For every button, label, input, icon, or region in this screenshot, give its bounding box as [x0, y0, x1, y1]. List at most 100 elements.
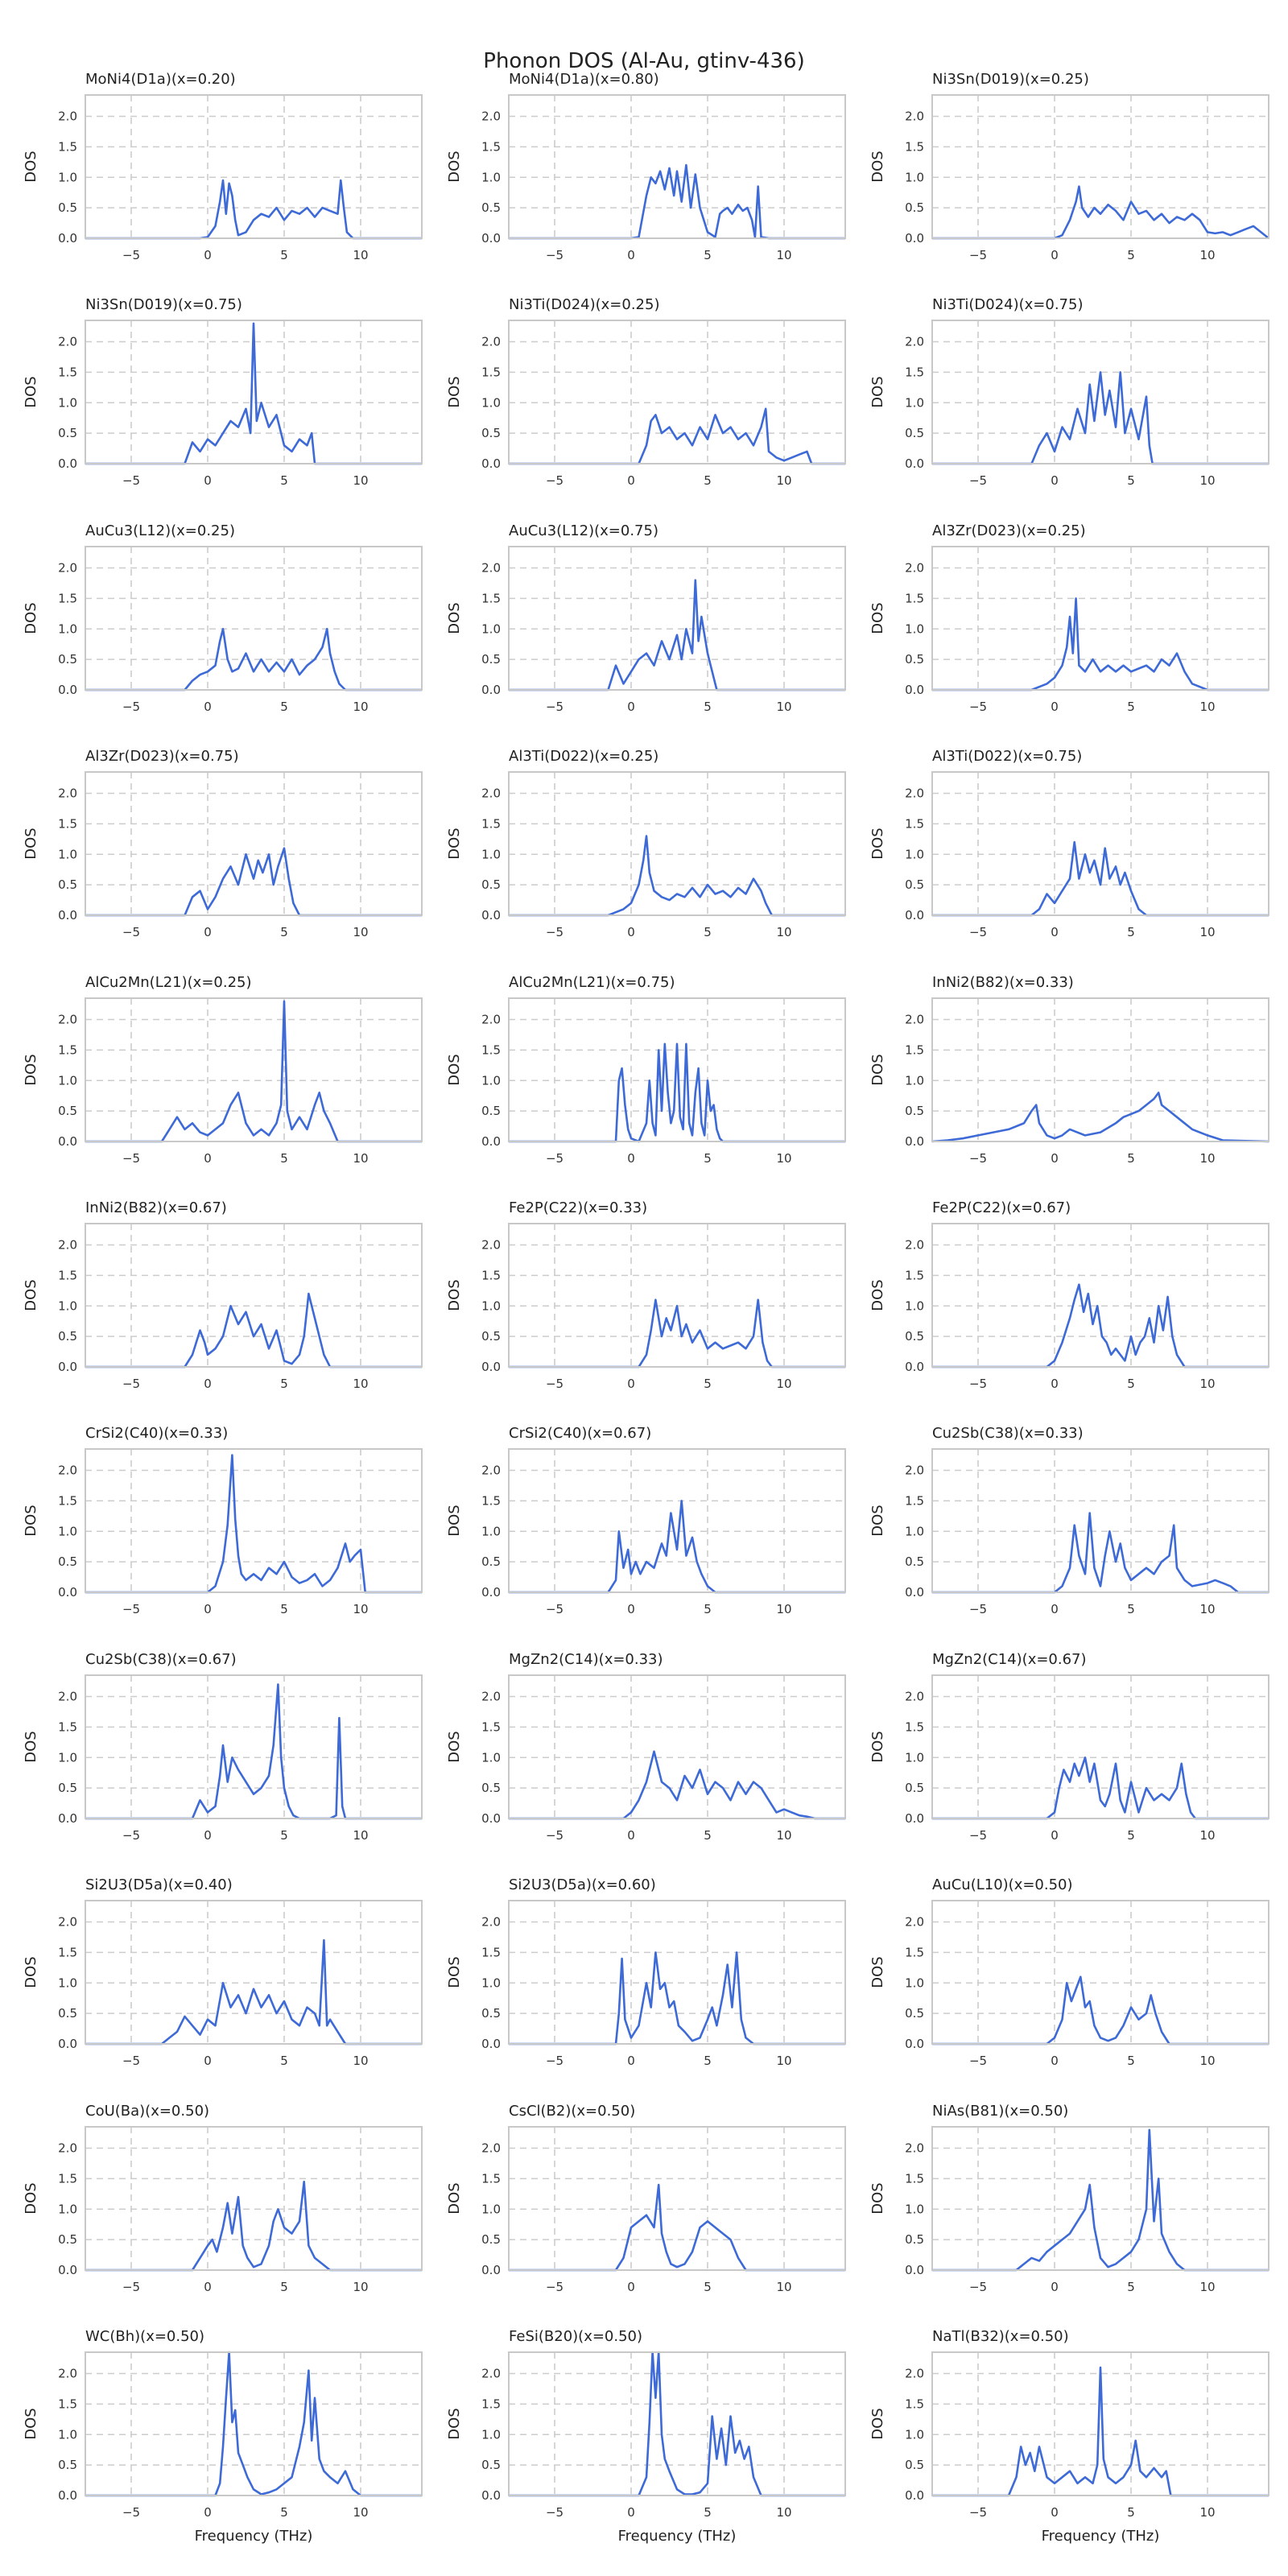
panel-title: CrSi2(C40)(x=0.33): [85, 1425, 228, 1442]
dos-line: [932, 371, 1269, 465]
y-tick-label: 1.5: [481, 139, 501, 154]
y-tick-label: 2.0: [905, 2141, 924, 2156]
y-tick-label: 0.0: [481, 1134, 501, 1149]
plot-frame: [85, 2351, 423, 2496]
dos-line: [85, 627, 422, 691]
y-tick-label: 1.0: [481, 2427, 501, 2442]
panel-title: AlCu2Mn(L21)(x=0.25): [85, 974, 252, 991]
x-tick-label: 5: [280, 1828, 288, 1843]
y-tick-label: 1.0: [58, 1750, 77, 1765]
panel-title: Si2U3(D5a)(x=0.40): [85, 1876, 233, 1893]
x-tick-label: 0: [204, 1602, 212, 1616]
y-tick-label: 1.5: [481, 816, 501, 831]
dos-line: [509, 2351, 845, 2497]
dos-line: [509, 1500, 845, 1594]
x-tick-label: 5: [1127, 1377, 1135, 1391]
x-axis-label: Frequency (THz): [618, 2528, 737, 2545]
y-tick-label: 0.0: [481, 2488, 501, 2503]
plot-frame: [85, 1448, 423, 1593]
dos-line: [85, 2180, 422, 2272]
y-tick-label: 1.0: [58, 621, 77, 636]
plot-frame: [85, 1900, 423, 2045]
x-tick-label: 5: [1127, 2280, 1135, 2294]
x-tick-label: 0: [627, 1151, 635, 1166]
dos-line: [509, 407, 845, 465]
y-tick-label: 2.0: [481, 1013, 501, 1027]
panel-title: CoU(Ba)(x=0.50): [85, 2103, 209, 2120]
plot-frame: [508, 1223, 846, 1368]
plot-frame: [508, 1674, 846, 1819]
y-tick-label: 0.5: [481, 1554, 501, 1569]
y-tick-label: 1.5: [58, 365, 77, 379]
dos-line: [509, 579, 845, 691]
y-tick-label: 0.0: [58, 456, 77, 471]
dos-panel: Al3Ti(D022)(x=0.75) 0.0 0.5 1.0 1.5 2.0 −5 0 5 10…: [869, 748, 1269, 939]
y-tick-label: 1.0: [481, 1750, 501, 1765]
y-tick-label: 1.0: [905, 2427, 924, 2442]
y-tick-label: 0.5: [58, 652, 77, 667]
y-tick-label: 0.5: [905, 1554, 924, 1569]
y-tick-label: 0.5: [481, 1104, 501, 1118]
y-tick-label: 0.5: [905, 1104, 924, 1118]
dos-line: [932, 1283, 1269, 1368]
y-tick-label: 0.5: [481, 2232, 501, 2247]
dos-panel: Cu2Sb(C38)(x=0.67) 0.0 0.5 1.0 1.5 2.0 −5 0 5 10 D…: [23, 1651, 423, 1843]
x-tick-label: 10: [353, 1151, 368, 1166]
plot-frame: [508, 546, 846, 691]
y-tick-label: 0.5: [905, 426, 924, 440]
x-tick-label: 10: [1199, 1151, 1215, 1166]
x-tick-label: −5: [122, 1377, 140, 1391]
x-tick-label: 10: [776, 1151, 791, 1166]
x-tick-label: 10: [353, 473, 368, 488]
x-tick-label: 5: [704, 473, 712, 488]
y-tick-label: 2.0: [481, 335, 501, 349]
x-tick-label: 10: [1199, 473, 1215, 488]
y-tick-label: 0.5: [58, 2458, 77, 2472]
y-tick-label: 1.0: [58, 1975, 77, 1990]
y-tick-label: 1.5: [58, 591, 77, 605]
x-tick-label: −5: [969, 248, 987, 262]
dos-line: [509, 835, 845, 917]
dos-panel: Ni3Ti(D024)(x=0.25) 0.0 0.5 1.0 1.5 2.0 −5 0 5 10…: [446, 296, 846, 488]
y-tick-label: 1.5: [905, 139, 924, 154]
x-tick-label: 0: [1051, 925, 1059, 939]
dos-line: [932, 185, 1269, 240]
y-axis-label: DOS: [869, 1956, 886, 1988]
dos-line: [509, 163, 845, 240]
dos-line: [509, 1042, 845, 1143]
x-tick-label: 0: [1051, 1377, 1059, 1391]
y-tick-label: 0.5: [905, 652, 924, 667]
y-axis-label: DOS: [446, 376, 463, 407]
dos-line: [85, 1683, 422, 1820]
y-tick-label: 0.0: [905, 456, 924, 471]
x-tick-label: 5: [280, 2054, 288, 2068]
dos-panel: WC(Bh)(x=0.50) 0.0 0.5 1.0 1.5 2.0 −5 0 5 10 DOS Fr…: [23, 2328, 423, 2545]
dos-panel: AuCu3(L12)(x=0.25) 0.0 0.5 1.0 1.5 2.0 −5 0 5 10 D…: [23, 522, 423, 714]
y-tick-label: 0.0: [58, 2037, 77, 2051]
x-tick-label: 5: [1127, 925, 1135, 939]
y-axis-label: DOS: [23, 151, 39, 182]
y-tick-label: 0.5: [905, 2006, 924, 2021]
x-tick-label: 10: [1199, 2280, 1215, 2294]
plot-frame: [931, 2351, 1269, 2496]
x-tick-label: 10: [776, 248, 791, 262]
x-tick-label: 0: [627, 1602, 635, 1616]
y-axis-label: DOS: [869, 1279, 886, 1311]
x-tick-label: −5: [122, 248, 140, 262]
y-tick-label: 0.5: [58, 426, 77, 440]
dos-line: [85, 2351, 422, 2497]
x-tick-label: −5: [969, 2505, 987, 2520]
x-tick-label: 0: [204, 700, 212, 714]
y-tick-label: 1.5: [905, 1719, 924, 1734]
x-tick-label: 5: [280, 925, 288, 939]
dos-line: [509, 2183, 845, 2272]
y-tick-label: 2.0: [905, 335, 924, 349]
dos-line: [931, 1092, 1269, 1143]
x-tick-label: −5: [969, 1151, 987, 1166]
dos-panel: InNi2(B82)(x=0.67) 0.0 0.5 1.0 1.5 2.0 −5 0 5 10 D…: [23, 1199, 423, 1391]
dos-line: [85, 1000, 422, 1143]
y-tick-label: 0.0: [905, 1134, 924, 1149]
plot-frame: [931, 1223, 1269, 1368]
x-tick-label: 0: [204, 248, 212, 262]
